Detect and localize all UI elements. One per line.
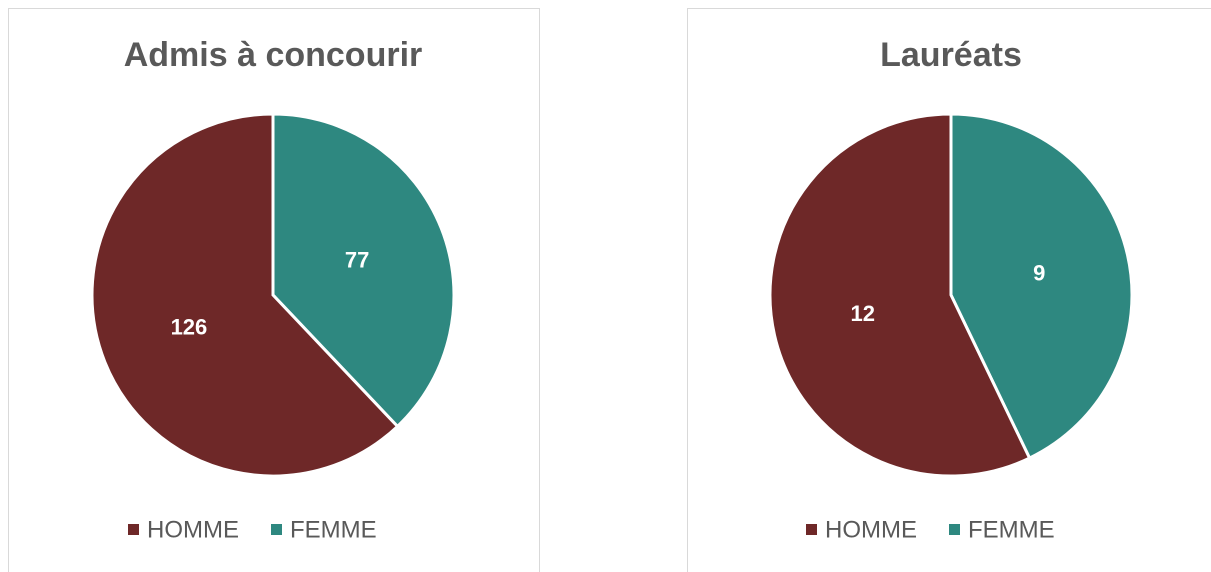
legend-label: FEMME <box>290 516 377 543</box>
chart-title: Admis à concourir <box>124 36 423 74</box>
legend-swatch <box>271 524 282 535</box>
legend-swatch <box>949 524 960 535</box>
pie-slice <box>949 112 1134 461</box>
data-label: 12 <box>851 301 875 326</box>
legend-swatch <box>806 524 817 535</box>
pie-slice <box>90 112 400 478</box>
legend-label: HOMME <box>147 516 239 543</box>
data-label: 9 <box>1033 261 1045 286</box>
data-label: 126 <box>171 314 208 339</box>
pie-slice <box>768 112 1032 478</box>
legend-label: HOMME <box>825 516 917 543</box>
legend-label: FEMME <box>968 516 1055 543</box>
data-label: 77 <box>345 247 369 272</box>
pie-slice <box>271 112 456 429</box>
legend-swatch <box>128 524 139 535</box>
chart-title: Lauréats <box>880 36 1022 74</box>
